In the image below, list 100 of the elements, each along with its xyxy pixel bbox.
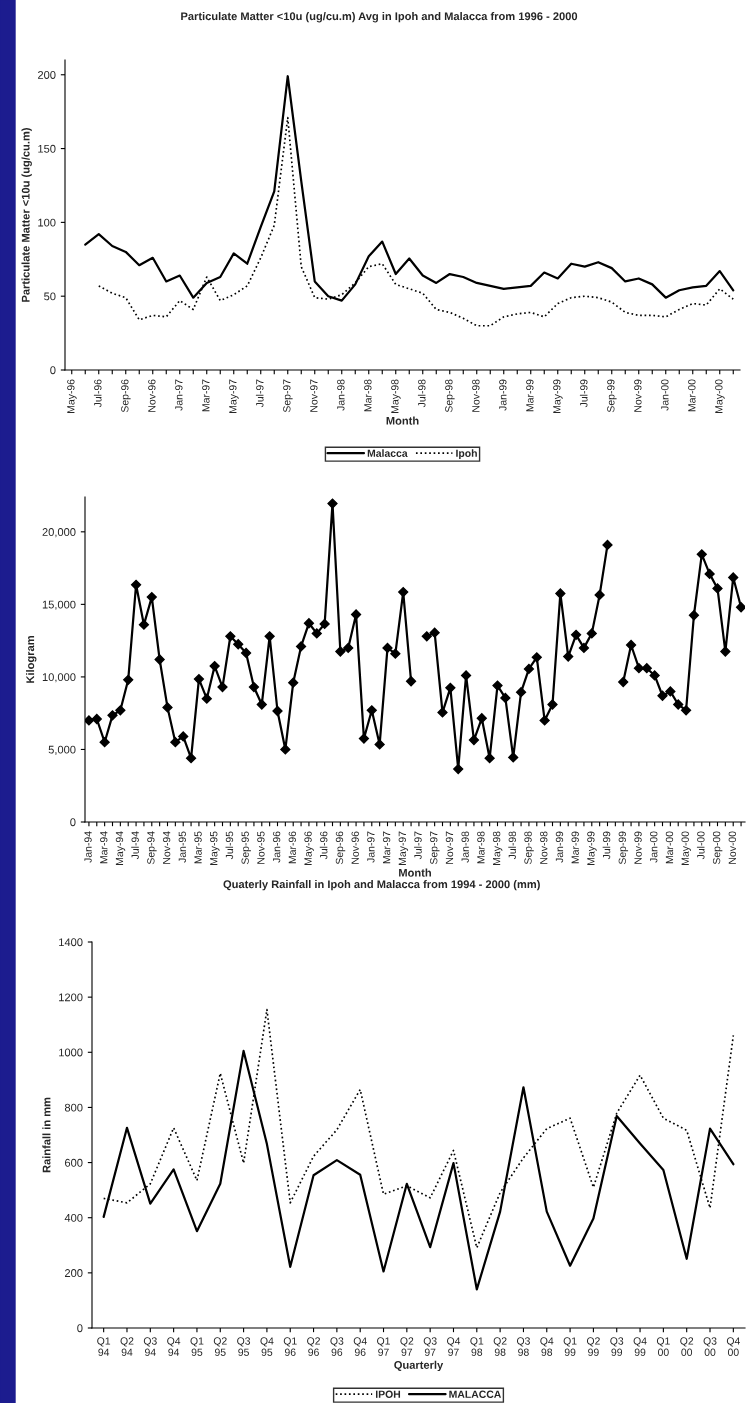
x-tick-label: Jan-95 [178, 831, 187, 863]
x-tick-label: Jul-95 [225, 831, 234, 860]
x-tick-label: Nov-99 [634, 831, 642, 864]
x-tick-label: Q1 94 [97, 1337, 111, 1356]
x-tick-label: Jul-97 [414, 831, 422, 860]
x-tick-label: May-95 [210, 831, 220, 865]
x-tick-label: Sep-00 [712, 831, 723, 865]
x-tick-label: Jan-98 [461, 831, 469, 863]
x-tick-label: Q2 99 [586, 1337, 600, 1356]
x-tick-label: Sep-96 [335, 831, 346, 865]
x-tick-label: Q4 96 [353, 1337, 367, 1356]
x-tick-label: Q1 96 [283, 1337, 297, 1356]
x-tick-label: Jul-99 [579, 379, 588, 408]
x-tick-label: Jul-98 [508, 831, 517, 860]
y-tick-label: 1000 [59, 1048, 83, 1057]
x-tick-label: Jan-97 [367, 831, 375, 863]
x-tick-label: May-99 [553, 379, 563, 413]
x-tick-label: Sep-97 [283, 379, 293, 413]
x-tick-label: Mar-96 [288, 831, 297, 864]
x-tick-label: Sep-96 [121, 379, 131, 413]
x-tick-label: May-97 [398, 831, 409, 865]
x-tick-label: Nov-99 [634, 379, 642, 412]
x-tick-label: Q1 95 [190, 1337, 204, 1356]
x-tick-label: Q3 00 [703, 1337, 717, 1356]
x-tick-label: Q1 97 [377, 1337, 390, 1356]
x-tick-label: Nov-96 [148, 379, 156, 412]
x-tick-label: Mar-98 [364, 379, 372, 412]
x-tick-label: Jan-96 [272, 831, 281, 863]
y-tick-label: 1200 [59, 993, 83, 1002]
y-tick-label: 50 [44, 292, 56, 301]
x-tick-label: Jan-99 [499, 379, 507, 411]
y-tick-label: 150 [38, 144, 56, 153]
x-tick-label: Jul-94 [131, 831, 139, 860]
x-tick-label: Q2 00 [680, 1337, 694, 1356]
y-tick-label: 10,000 [42, 673, 76, 683]
chart-title: Quaterly Rainfall in Ipoh and Malacca from 1994 - 2000 (mm) [223, 880, 540, 891]
x-tick-label: May-98 [492, 831, 503, 865]
x-tick-label: Q4 99 [633, 1337, 647, 1356]
x-tick-label: Mar-98 [477, 831, 485, 864]
x-tick-label: Q4 97 [447, 1337, 461, 1356]
x-tick-label: Jul-99 [602, 831, 611, 860]
x-tick-label: Sep-97 [430, 831, 440, 865]
x-tick-label: Sep-99 [607, 379, 617, 413]
x-tick-label: May-99 [587, 831, 597, 865]
y-tick-label: 200 [37, 71, 56, 79]
x-tick-label: Q2 96 [307, 1337, 320, 1356]
x-tick-label: Nov-95 [257, 831, 265, 864]
y-tick-label: 20,000 [42, 528, 76, 538]
x-tick-label: Q4 94 [167, 1337, 181, 1356]
x-tick-label: May-96 [304, 831, 314, 865]
x-tick-label: Mar-00 [665, 831, 674, 864]
x-tick-label: Sep-99 [618, 831, 629, 865]
chart-title: Particulate Matter <10u (ug/cu.m) Avg in Ipoh and Malacca from 1996 - 2000 [181, 12, 578, 23]
x-tick-label: Mar-95 [194, 831, 202, 864]
x-tick-label: Mar-99 [571, 831, 579, 864]
x-tick-label: Q2 94 [120, 1337, 134, 1356]
x-tick-label: Sep-95 [241, 831, 251, 865]
x-tick-label: Jul-96 [319, 831, 328, 860]
y-tick-label: 800 [64, 1103, 83, 1112]
x-tick-label: Jan-99 [555, 831, 564, 863]
x-tick-label: Nov-97 [445, 831, 454, 864]
x-tick-label: Sep-98 [445, 379, 455, 413]
x-tick-label: Jan-00 [650, 831, 658, 863]
x-tick-label: Q2 95 [213, 1337, 227, 1356]
x-tick-label: Nov-96 [351, 831, 359, 864]
x-tick-label: Jan-98 [337, 379, 345, 411]
x-tick-label: Q2 98 [493, 1337, 507, 1356]
x-tick-label: Q3 98 [516, 1337, 530, 1356]
y-tick-label: 0 [77, 1324, 83, 1333]
x-tick-label: Q3 94 [143, 1337, 157, 1356]
x-tick-label: Q4 00 [726, 1337, 740, 1356]
x-tick-label: Q3 96 [330, 1337, 344, 1356]
y-tick-label: 0 [70, 818, 76, 827]
x-tick-label: Jan-94 [84, 831, 92, 863]
y-tick-label: 15,000 [42, 600, 76, 610]
x-tick-label: Q4 98 [540, 1337, 554, 1356]
legend-label: Malacca [367, 449, 408, 457]
x-tick-label: Jul-00 [696, 831, 705, 860]
legend-label: Ipoh [456, 449, 477, 459]
x-axis-title: Quarterly [394, 1360, 444, 1372]
x-tick-label: Q3 95 [237, 1337, 251, 1356]
x-tick-label: Jul-96 [93, 379, 102, 408]
y-tick-label: 100 [38, 218, 56, 227]
x-tick-label: Mar-97 [202, 379, 210, 412]
x-tick-label: May-00 [715, 379, 725, 413]
x-axis-title: Month [386, 416, 419, 425]
y-tick-label: 0 [50, 366, 56, 375]
y-axis-title: Particulate Matter <10u (ug/cu.m) [21, 128, 32, 302]
x-tick-label: Nov-98 [540, 831, 548, 864]
x-tick-label: Nov-98 [472, 379, 480, 412]
x-tick-label: Q4 95 [260, 1337, 274, 1356]
x-tick-label: Jan-00 [661, 379, 669, 411]
y-tick-label: 1400 [59, 938, 83, 947]
legend-label: MALACCA [449, 1390, 502, 1398]
x-tick-label: Mar-94 [100, 831, 108, 864]
y-tick-label: 400 [64, 1213, 83, 1222]
x-tick-label: Sep-94 [147, 831, 157, 865]
x-tick-label: Q3 99 [610, 1337, 624, 1356]
y-tick-label: 200 [64, 1269, 83, 1277]
x-tick-label: Jul-98 [417, 379, 426, 408]
